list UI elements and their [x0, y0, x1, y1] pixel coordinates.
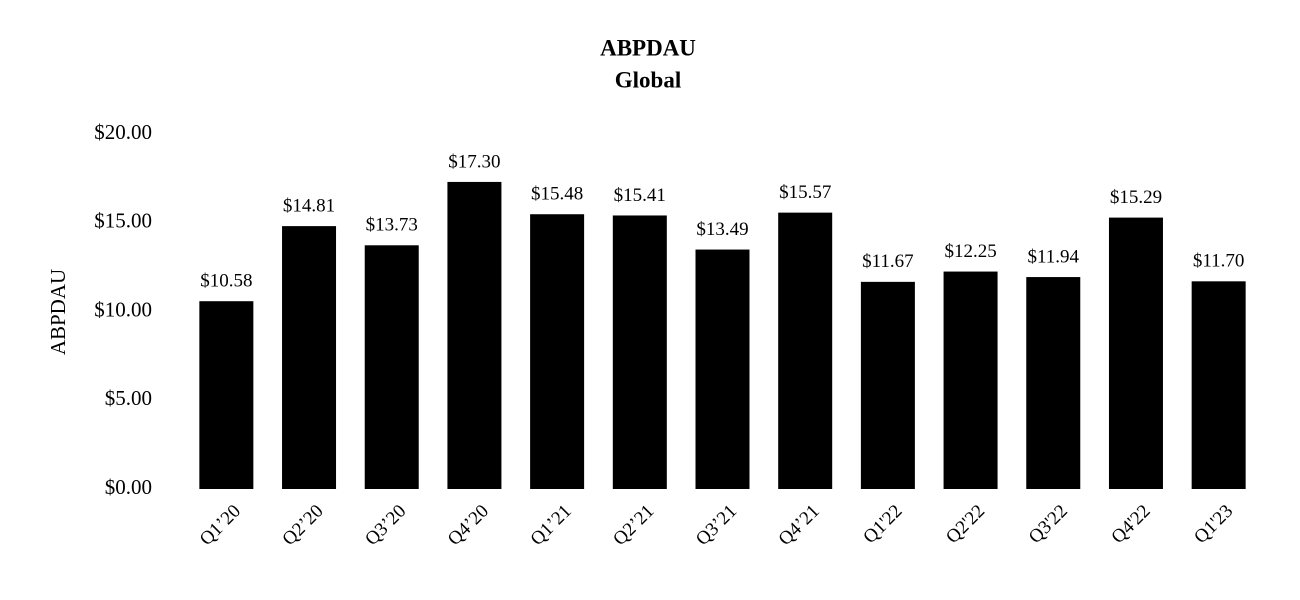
bar [860, 281, 915, 489]
bar [778, 212, 833, 489]
x-tick-label: Q3’21 [692, 501, 741, 550]
x-tick-label: Q2'22 [942, 501, 989, 548]
value-label: $17.30 [448, 151, 500, 172]
bar [199, 301, 254, 489]
bar [1191, 281, 1246, 489]
x-tick-label: Q4'22 [1107, 501, 1154, 548]
x-tick-label: Q1'23 [1190, 501, 1237, 548]
chart-subtitle: Global [615, 67, 681, 92]
value-label: $14.81 [283, 195, 335, 216]
value-label: $12.25 [944, 241, 996, 262]
value-label: $13.49 [696, 219, 748, 240]
x-tick-label: Q2’21 [609, 501, 658, 550]
x-tick-label: Q2’20 [278, 501, 327, 550]
y-axis-label: ABPDAU [46, 269, 70, 355]
value-label: $15.41 [614, 185, 666, 206]
value-label: $15.57 [779, 182, 831, 203]
bar [1108, 217, 1163, 490]
value-label: $11.70 [1193, 251, 1245, 272]
bar [364, 245, 419, 489]
x-tick-label: Q4’21 [775, 501, 824, 550]
x-tick-label: Q1’21 [527, 501, 576, 550]
x-tick-label: Q1'22 [859, 501, 906, 548]
y-tick-label: $5.00 [105, 386, 152, 410]
value-label: $15.29 [1110, 187, 1162, 208]
bar [695, 249, 750, 489]
x-tick-label: Q1’20 [196, 501, 245, 550]
x-tick-label: Q3'22 [1025, 501, 1072, 548]
value-label: $13.73 [366, 215, 418, 236]
bar [612, 215, 667, 489]
x-tick-label: Q3’20 [361, 501, 410, 550]
bar [447, 181, 502, 490]
bar [282, 226, 337, 489]
value-label: $15.48 [531, 184, 583, 205]
y-tick-label: $20.00 [94, 120, 152, 144]
bar [943, 271, 998, 489]
y-tick-label: $10.00 [94, 297, 152, 321]
bar [530, 214, 585, 490]
bar [1026, 277, 1081, 489]
y-tick-label: $15.00 [94, 209, 152, 233]
chart-title: ABPDAU [600, 35, 696, 60]
value-label: $11.94 [1027, 246, 1079, 267]
value-label: $10.58 [200, 271, 252, 292]
x-tick-label: Q4’20 [444, 501, 493, 550]
y-tick-label: $0.00 [105, 475, 152, 499]
value-label: $11.67 [862, 251, 914, 272]
